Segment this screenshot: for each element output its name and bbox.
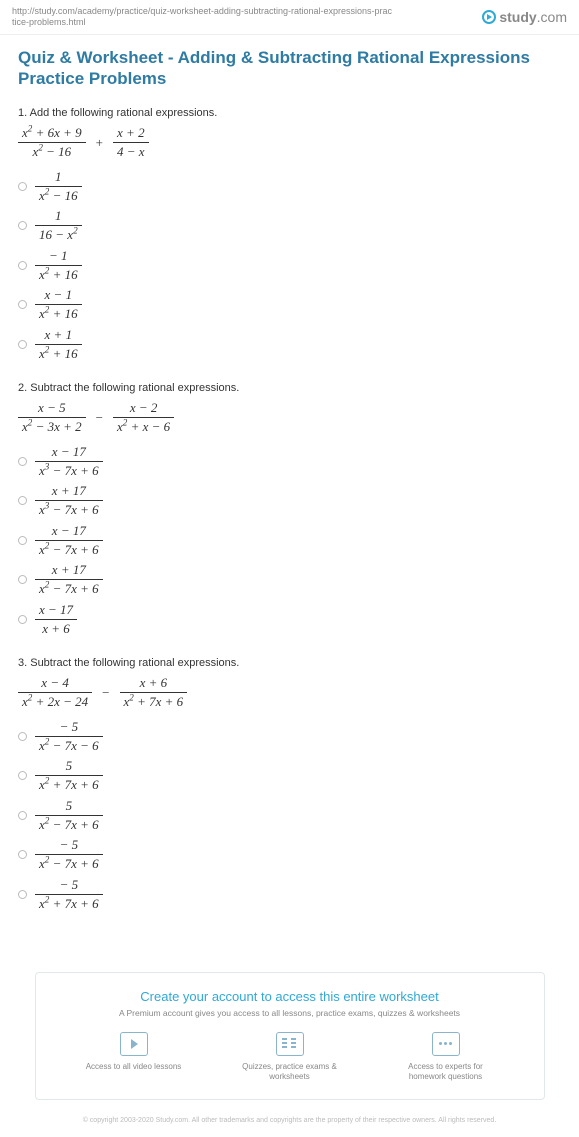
top-bar: http://study.com/academy/practice/quiz-w…: [0, 0, 579, 35]
radio-icon: [18, 221, 27, 230]
cta-title: Create your account to access this entir…: [56, 989, 524, 1004]
cta-panel: Create your account to access this entir…: [35, 972, 545, 1100]
play-circle-icon: [482, 10, 496, 24]
question-prompt: 3. Subtract the following rational expre…: [18, 657, 561, 669]
question: 2. Subtract the following rational expre…: [18, 382, 561, 637]
radio-icon: [18, 261, 27, 270]
radio-icon: [18, 890, 27, 899]
video-icon: [120, 1032, 148, 1056]
radio-icon: [18, 536, 27, 545]
answer-option[interactable]: − 5x2 + 7x + 6: [18, 877, 561, 913]
logo-suffix: .com: [537, 9, 567, 25]
question-prompt: 2. Subtract the following rational expre…: [18, 382, 561, 394]
radio-icon: [18, 615, 27, 624]
answer-option[interactable]: − 1x2 + 16: [18, 248, 561, 284]
copyright-text: © copyright 2003-2020 Study.com. All oth…: [0, 1110, 579, 1137]
answer-option[interactable]: x + 1x2 + 16: [18, 327, 561, 363]
radio-icon: [18, 300, 27, 309]
answer-options: − 5x2 − 7x − 65x2 + 7x + 6 5x2 − 7x + 6 −…: [18, 719, 561, 913]
answer-option[interactable]: 5x2 − 7x + 6: [18, 798, 561, 834]
cta-item-videos[interactable]: Access to all video lessons: [84, 1032, 184, 1083]
question: 1. Add the following rational expression…: [18, 107, 561, 362]
answer-option[interactable]: 5x2 + 7x + 6: [18, 758, 561, 794]
cta-item-quizzes[interactable]: Quizzes, practice exams & worksheets: [240, 1032, 340, 1083]
answer-option[interactable]: x − 17x2 − 7x + 6: [18, 523, 561, 559]
radio-icon: [18, 182, 27, 191]
cta-subtitle: A Premium account gives you access to al…: [56, 1008, 524, 1018]
question: 3. Subtract the following rational expre…: [18, 657, 561, 912]
answer-option[interactable]: 1x2 − 16: [18, 169, 561, 205]
cta-label: Access to all video lessons: [86, 1062, 182, 1072]
answer-option[interactable]: − 5x2 − 7x − 6: [18, 719, 561, 755]
page-url: http://study.com/academy/practice/quiz-w…: [12, 6, 392, 28]
cta-label: Access to experts for homework questions: [396, 1062, 496, 1083]
cta-item-experts[interactable]: Access to experts for homework questions: [396, 1032, 496, 1083]
cta-items: Access to all video lessons Quizzes, pra…: [56, 1032, 524, 1083]
answer-option[interactable]: x − 17x3 − 7x + 6: [18, 444, 561, 480]
radio-icon: [18, 771, 27, 780]
radio-icon: [18, 457, 27, 466]
cta-label: Quizzes, practice exams & worksheets: [240, 1062, 340, 1083]
question-expression: x2 + 6x + 9x2 − 16+x + 24 − x: [18, 125, 561, 161]
radio-icon: [18, 732, 27, 741]
radio-icon: [18, 575, 27, 584]
radio-icon: [18, 340, 27, 349]
logo-brand: study: [499, 9, 536, 25]
answer-option[interactable]: x − 17x + 6: [18, 602, 561, 638]
answer-option[interactable]: x + 17x3 − 7x + 6: [18, 483, 561, 519]
answer-option[interactable]: x − 1x2 + 16: [18, 287, 561, 323]
radio-icon: [18, 811, 27, 820]
answer-option[interactable]: x + 17x2 − 7x + 6: [18, 562, 561, 598]
worksheet-icon: [276, 1032, 304, 1056]
question-prompt: 1. Add the following rational expression…: [18, 107, 561, 119]
answer-options: x − 17x3 − 7x + 6x + 17x3 − 7x + 6 x − 17…: [18, 444, 561, 638]
question-expression: x − 5x2 − 3x + 2−x − 2x2 + x − 6: [18, 400, 561, 436]
question-expression: x − 4x2 + 2x − 24−x + 6x2 + 7x + 6: [18, 675, 561, 711]
radio-icon: [18, 496, 27, 505]
content-area: Quiz & Worksheet - Adding & Subtracting …: [0, 35, 579, 953]
page-title: Quiz & Worksheet - Adding & Subtracting …: [18, 47, 561, 90]
answer-option[interactable]: − 5x2 − 7x + 6: [18, 837, 561, 873]
site-logo[interactable]: study.com: [482, 9, 567, 25]
radio-icon: [18, 850, 27, 859]
answer-options: 1x2 − 16116 − x2 − 1x2 + 16x − 1x2 + 16 x…: [18, 169, 561, 363]
chat-icon: [432, 1032, 460, 1056]
answer-option[interactable]: 116 − x2: [18, 208, 561, 244]
